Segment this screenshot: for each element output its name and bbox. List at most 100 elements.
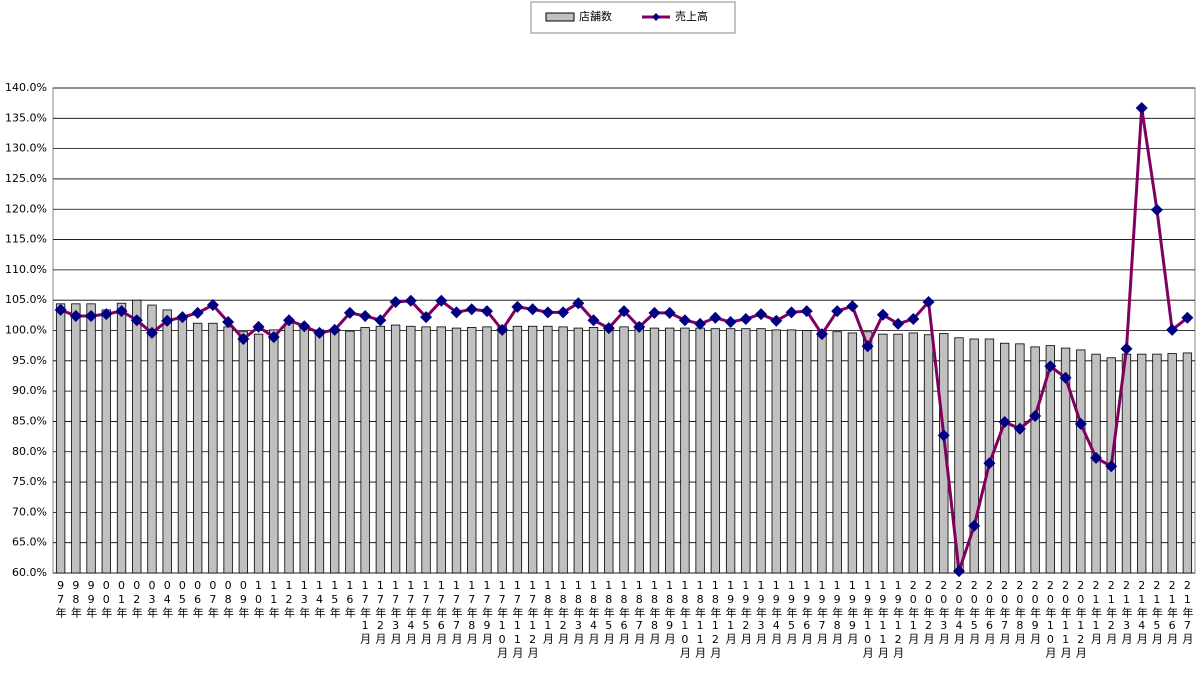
bar <box>467 327 477 574</box>
marker <box>145 326 158 339</box>
marker <box>450 306 463 319</box>
marker <box>1135 102 1148 115</box>
bar <box>786 329 797 574</box>
marker <box>283 314 296 327</box>
bar <box>1030 346 1040 574</box>
y-tick-label: 60.0% <box>12 566 47 579</box>
marker <box>1105 460 1118 473</box>
marker <box>54 303 67 316</box>
x-tick-label: 05年 <box>176 579 189 619</box>
bar <box>665 327 675 574</box>
x-tick-label: 17年7月 <box>450 579 463 645</box>
bar <box>177 316 188 574</box>
x-tick-label: 06年 <box>191 579 204 619</box>
marker <box>526 303 539 316</box>
bar <box>604 326 614 574</box>
x-tick-label: 17年2月 <box>374 579 387 645</box>
y-tick-label: 120.0% <box>5 202 47 215</box>
marker <box>968 519 981 532</box>
marker <box>176 311 189 324</box>
x-tick-label: 10年 <box>252 579 265 619</box>
marker <box>602 322 615 335</box>
x-tick-label: 20年11月 <box>1059 579 1072 659</box>
y-tick-label: 80.0% <box>12 445 47 458</box>
bar <box>634 325 644 574</box>
bar <box>802 330 812 574</box>
marker <box>465 303 478 316</box>
marker <box>694 317 707 330</box>
y-tick-label: 130.0% <box>5 142 47 155</box>
bar <box>649 327 660 574</box>
x-tick-label: 19年4月 <box>770 579 783 645</box>
x-tick-label: 01年 <box>115 579 128 619</box>
bar <box>223 326 233 574</box>
y-tick-label: 95.0% <box>12 354 47 367</box>
x-tick-label: 19年5月 <box>785 579 798 645</box>
bar <box>314 329 325 574</box>
x-tick-label: 18年11月 <box>694 579 707 659</box>
marker <box>846 300 859 313</box>
bar <box>1060 347 1071 574</box>
bar <box>817 331 827 574</box>
marker <box>420 311 433 324</box>
bar <box>710 328 721 574</box>
marker <box>861 340 874 353</box>
bar <box>497 325 507 574</box>
x-tick-label: 18年9月 <box>663 579 676 645</box>
y-tick-label: 85.0% <box>12 414 47 427</box>
x-tick-label: 21年7月 <box>1181 579 1194 645</box>
marker <box>389 296 402 309</box>
marker <box>161 314 174 327</box>
x-tick-label: 14年 <box>313 579 326 619</box>
bar <box>1045 345 1056 574</box>
marker <box>313 326 326 339</box>
x-tick-label: 17年11月 <box>511 579 524 659</box>
x-tick-label: 18年2月 <box>557 579 570 645</box>
bar <box>162 309 172 574</box>
marker <box>739 312 752 325</box>
marker <box>541 306 554 319</box>
marker <box>572 297 585 310</box>
x-tick-label: 20年7月 <box>998 579 1011 645</box>
bar <box>619 326 629 574</box>
marker <box>952 565 965 578</box>
bar <box>695 327 705 574</box>
x-tick-label: 09年 <box>237 579 250 619</box>
marker <box>328 323 341 336</box>
x-tick-label: 19年7月 <box>815 579 828 645</box>
marker <box>480 305 493 318</box>
marker <box>678 314 691 327</box>
y-tick-label: 65.0% <box>12 536 47 549</box>
x-tick-label: 18年6月 <box>618 579 631 645</box>
marker <box>922 296 935 309</box>
bar <box>771 329 781 574</box>
bar <box>680 327 690 574</box>
legend-swatch <box>652 13 660 21</box>
x-tick-label: 17年12月 <box>526 579 539 659</box>
x-tick-label: 18年3月 <box>572 579 585 645</box>
x-tick-label: 17年5月 <box>420 579 433 645</box>
x-tick-label: 99年 <box>85 579 98 619</box>
y-tick-label: 125.0% <box>5 172 47 185</box>
bar <box>71 303 81 574</box>
x-tick-label: 17年6月 <box>435 579 448 645</box>
marker <box>130 314 143 327</box>
x-tick-label: 18年8月 <box>648 579 661 645</box>
marker <box>831 305 844 318</box>
x-tick-label: 19年2月 <box>739 579 752 645</box>
marker <box>709 311 722 324</box>
bar <box>269 329 279 574</box>
x-tick-label: 21年6月 <box>1166 579 1179 645</box>
bar <box>55 303 66 574</box>
bar <box>862 331 873 574</box>
y-tick-label: 140.0% <box>5 81 47 94</box>
x-tick-label: 13年 <box>298 579 311 619</box>
x-tick-label: 03年 <box>145 579 158 619</box>
marker <box>907 312 920 325</box>
marker <box>435 294 448 307</box>
x-tick-label: 19年6月 <box>800 579 813 645</box>
x-tick-label: 20年9月 <box>1029 579 1042 645</box>
marker <box>1044 360 1057 373</box>
marker <box>267 331 280 344</box>
marker <box>191 306 204 319</box>
